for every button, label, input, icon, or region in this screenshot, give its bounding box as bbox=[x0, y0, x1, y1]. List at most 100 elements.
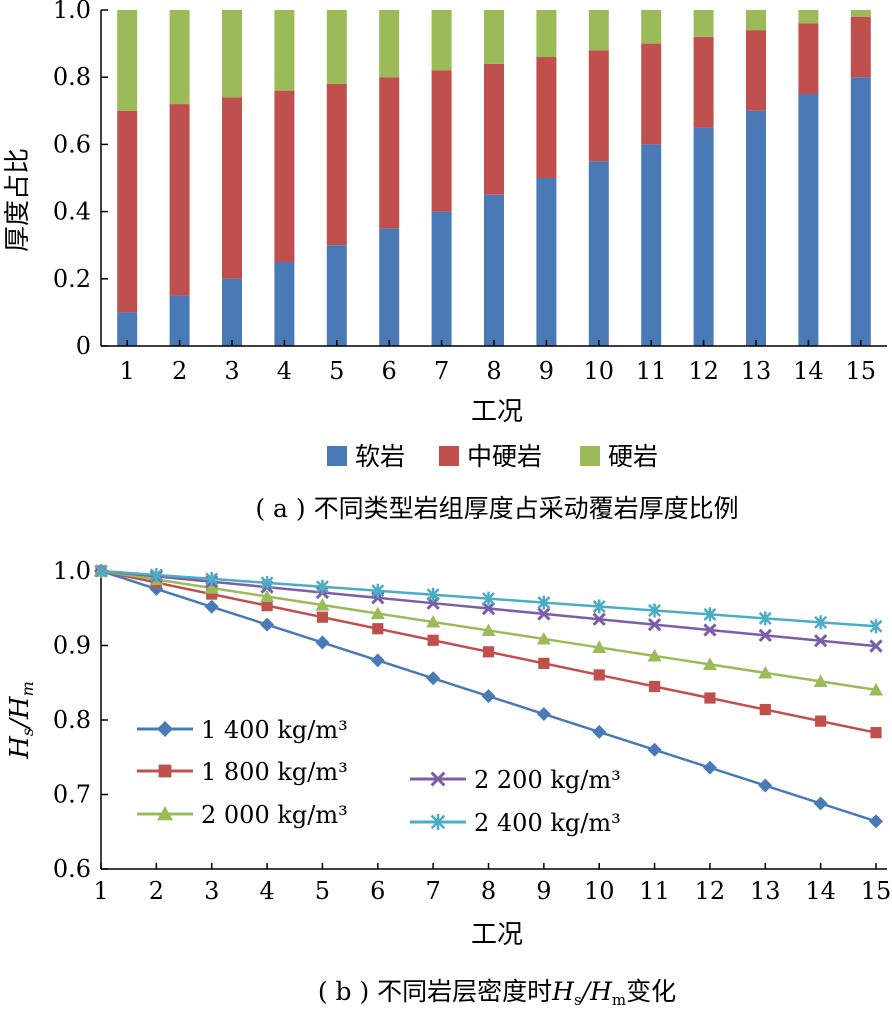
bar-hard-1 bbox=[117, 10, 138, 111]
bar-soft-4 bbox=[274, 262, 295, 346]
data-point bbox=[648, 680, 661, 693]
data-point bbox=[758, 778, 773, 793]
y-tick-label: 0.2 bbox=[53, 265, 91, 293]
x-tick-label: 10 bbox=[584, 877, 615, 905]
x-tick-label: 14 bbox=[805, 877, 836, 905]
x-tick-label: 12 bbox=[695, 877, 726, 905]
x-tick-label: 8 bbox=[481, 877, 496, 905]
data-point bbox=[260, 617, 275, 632]
series-1 bbox=[95, 565, 882, 739]
x-tick-label: 14 bbox=[793, 357, 824, 385]
data-point bbox=[704, 692, 716, 704]
bar-hard-10 bbox=[588, 10, 609, 51]
bar-hard-2 bbox=[169, 10, 190, 105]
x-tick-label: 5 bbox=[315, 877, 330, 905]
x-tick-label: 8 bbox=[486, 357, 501, 385]
data-point bbox=[758, 628, 772, 643]
y-axis-label: Hs/Hm bbox=[5, 681, 37, 760]
data-point bbox=[537, 595, 551, 610]
x-tick-label: 4 bbox=[277, 357, 292, 385]
legend-swatch bbox=[327, 446, 347, 466]
data-point bbox=[813, 796, 828, 811]
x-tick-label: 3 bbox=[224, 357, 239, 385]
data-point bbox=[315, 635, 330, 650]
y-axis-label: 厚度占比 bbox=[3, 148, 33, 252]
y-tick-label: 0.8 bbox=[53, 706, 91, 734]
y-tick-label: 0.7 bbox=[53, 781, 91, 809]
data-point bbox=[430, 771, 446, 787]
legend-label: 2 200 kg/m³ bbox=[474, 766, 621, 794]
data-point bbox=[869, 639, 883, 653]
data-point bbox=[316, 611, 329, 623]
legend: 1 400 kg/m³ 1 800 kg/m³ 2 000 kg/m³ 2 200 k… bbox=[137, 716, 621, 837]
x-tick-label: 13 bbox=[750, 877, 781, 905]
legend: 软岩 中硬岩 硬岩 bbox=[327, 442, 658, 471]
bar-medium-hard-8 bbox=[484, 63, 504, 195]
data-point bbox=[592, 612, 606, 626]
x-ticks: 1 2 3 4 5 6 7 8 9 10 11 12 13 14 15 bbox=[120, 340, 876, 385]
bar-soft-7 bbox=[431, 211, 452, 346]
bar-soft-8 bbox=[484, 194, 504, 346]
x-tick-label: 13 bbox=[741, 357, 772, 385]
data-point bbox=[430, 814, 446, 830]
bar-soft-12 bbox=[693, 127, 714, 346]
data-point bbox=[158, 764, 172, 778]
bar-medium-hard-13 bbox=[746, 30, 766, 111]
x-tick-label: 11 bbox=[639, 877, 670, 905]
data-point bbox=[261, 600, 273, 612]
data-point bbox=[814, 615, 828, 630]
data-point bbox=[537, 607, 551, 621]
legend-swatch bbox=[580, 446, 600, 466]
legend-label: 2 400 kg/m³ bbox=[474, 809, 621, 837]
caption-b: ( b ) 不同岩层密度时Hs/Hm变化 bbox=[318, 977, 676, 1009]
x-tick-label: 4 bbox=[259, 877, 274, 905]
bar-hard-4 bbox=[274, 10, 295, 91]
bar-medium-hard-5 bbox=[326, 83, 347, 246]
data-point bbox=[481, 601, 496, 616]
data-point bbox=[315, 579, 329, 594]
data-point bbox=[536, 631, 551, 645]
bar-soft-13 bbox=[746, 110, 766, 346]
bar-soft-11 bbox=[641, 144, 662, 346]
legend-label: 2 000 kg/m³ bbox=[201, 801, 348, 829]
bar-medium-hard-15 bbox=[850, 16, 871, 78]
bar-soft-15 bbox=[850, 77, 871, 346]
data-point bbox=[482, 591, 495, 606]
series-0 bbox=[94, 564, 883, 829]
data-point bbox=[813, 634, 828, 648]
bar-medium-hard-4 bbox=[274, 90, 295, 262]
data-point bbox=[869, 682, 883, 696]
y-tick-label: 0.6 bbox=[53, 130, 91, 158]
bar-group bbox=[117, 10, 871, 346]
x-tick-label: 12 bbox=[688, 357, 719, 385]
data-point bbox=[157, 806, 173, 821]
bar-soft-14 bbox=[798, 94, 819, 346]
bar-hard-12 bbox=[693, 10, 714, 37]
data-point bbox=[481, 623, 496, 637]
data-point bbox=[427, 634, 439, 646]
data-point bbox=[593, 669, 605, 681]
bar-hard-7 bbox=[431, 10, 452, 71]
bar-medium-hard-10 bbox=[588, 50, 609, 162]
data-point bbox=[647, 648, 662, 662]
data-point bbox=[204, 580, 219, 594]
bar-medium-hard-2 bbox=[169, 104, 190, 296]
bar-medium-hard-9 bbox=[536, 57, 557, 178]
legend-label: 软岩 bbox=[355, 442, 405, 471]
bar-medium-hard-1 bbox=[117, 110, 138, 313]
x-tick-label: 10 bbox=[584, 357, 615, 385]
line-chart: 0.60.70.80.91.0 1 2 3 4 5 6 7 8 9 10 11 12 13 14 15 Hs… bbox=[5, 557, 891, 1009]
data-point bbox=[481, 689, 496, 704]
bar-soft-5 bbox=[326, 245, 347, 346]
bar-hard-6 bbox=[379, 10, 400, 78]
data-point bbox=[94, 564, 108, 578]
bar-hard-11 bbox=[641, 10, 662, 44]
bar-medium-hard-7 bbox=[431, 70, 452, 212]
legend-swatch bbox=[439, 446, 459, 466]
bar-soft-3 bbox=[222, 278, 242, 346]
x-tick-label: 9 bbox=[536, 877, 551, 905]
data-point bbox=[260, 575, 274, 590]
data-point bbox=[647, 617, 662, 632]
legend-label: 硬岩 bbox=[608, 442, 658, 471]
